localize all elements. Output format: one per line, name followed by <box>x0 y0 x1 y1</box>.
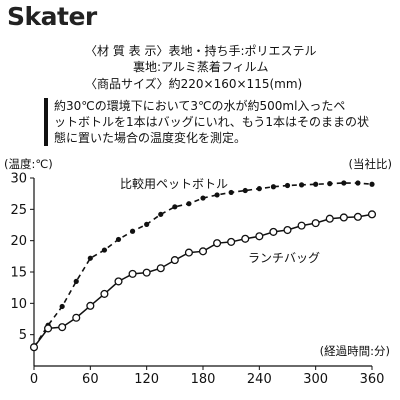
series-pet-bottle-point <box>129 228 136 234</box>
series-lunch-bag-point <box>86 301 95 310</box>
y-tick-label: 20 <box>10 234 27 249</box>
series-lunch-bag-point <box>227 237 236 246</box>
series-lunch-bag-line <box>33 213 373 348</box>
series-lunch-bag-point <box>44 324 53 333</box>
x-tick-label: 300 <box>303 372 328 387</box>
y-tick-label: 25 <box>10 203 27 218</box>
series-pet-bottle-point <box>298 182 305 188</box>
series-lunch-bag-point <box>241 234 250 243</box>
x-tick-label: 180 <box>191 372 216 387</box>
series-pet-bottle-point <box>115 236 122 243</box>
product-size-spec: 〈商品サイズ〉約220×160×115(mm) <box>85 77 303 91</box>
series-lunch-bag-point <box>198 247 208 256</box>
series-pet-bottle-point <box>144 221 150 227</box>
series-lunch-bag-point <box>114 277 123 286</box>
series-lunch-bag-point <box>311 219 320 228</box>
y-tick-label: 5 <box>19 328 27 343</box>
series-lunch-bag-point <box>269 227 278 236</box>
y-tick-label: 10 <box>10 297 27 312</box>
y-tick-label: 30 <box>10 172 27 187</box>
company-comparison-label: (当社比) <box>348 157 392 171</box>
series-lunch-bag-point <box>72 313 81 322</box>
series-pet-bottle-point <box>327 181 333 187</box>
series-lunch-bag-point <box>255 232 264 241</box>
x-tick-label: 240 <box>247 372 272 387</box>
x-tick-label: 60 <box>82 372 99 387</box>
series-pet-bottle-point <box>369 181 375 187</box>
lining-spec: 裏地:アルミ蒸着フィルム <box>133 60 269 74</box>
series-lunch-bag-point <box>325 214 334 223</box>
series-lunch-bag-point <box>353 212 362 221</box>
x-tick-label: 360 <box>360 372 385 387</box>
series-lunch-bag-point <box>142 268 151 277</box>
series-pet-bottle-point <box>228 189 234 196</box>
series-lunch-bag-point <box>170 256 179 265</box>
series-lunch-bag-point <box>58 323 67 332</box>
series-lunch-bag-point <box>367 210 377 219</box>
series-lunch-bag-point <box>100 289 109 298</box>
series-lunch-bag-point <box>29 343 39 352</box>
series-pet-bottle-point <box>87 255 93 261</box>
series-lunch-bag-point <box>283 225 292 235</box>
series-lunch-bag-point <box>184 248 193 257</box>
series-pet-bottle-point <box>186 201 192 207</box>
series-lunch-bag-point <box>156 264 165 273</box>
series-pet-bottle-point <box>284 182 291 189</box>
material-spec: 〈材 質 表 示〉表地・持ち手:ポリエステル <box>85 44 317 58</box>
series-pet-bottle-point <box>172 204 178 210</box>
series-lunch-bag-label: ランチバッグ <box>248 251 320 265</box>
brand-logo: Skater <box>7 2 97 31</box>
series-pet-bottle-point <box>73 278 79 284</box>
series-pet-bottle-point <box>59 303 65 310</box>
x-tick-label: 0 <box>30 372 38 387</box>
x-tick-label: 120 <box>134 372 159 387</box>
series-lunch-bag-point <box>339 213 348 222</box>
series-lunch-bag-point <box>128 269 137 278</box>
test-condition-note: 約30℃の環境下において3℃の水が約500ml入ったペ ットボトルを1本はバッグ… <box>44 98 400 146</box>
note-line-3: 態に置いた場合の温度変化を測定。 <box>54 131 247 145</box>
series-pet-bottle-point <box>355 180 361 186</box>
y-tick-label: 15 <box>10 266 27 281</box>
series-pet-bottle-point <box>313 181 319 187</box>
series-pet-bottle-point <box>214 192 220 198</box>
series-pet-bottle-point <box>270 184 277 190</box>
series-pet-bottle-point <box>158 211 164 217</box>
series-pet-bottle-line <box>33 182 373 348</box>
series-pet-bottle-point <box>256 186 262 192</box>
series-pet-bottle-point <box>200 195 206 201</box>
x-axis-label: (経過時間:分) <box>319 344 390 358</box>
series-pet-bottle-point <box>101 247 108 253</box>
series-lunch-bag-point <box>213 239 222 248</box>
y-axis-label: (温度:℃) <box>4 157 53 171</box>
note-line-2: ットボトルを1本はバッグにいれ、もう1本はそのままの状 <box>54 115 370 129</box>
series-pet-bottle-point <box>242 187 248 194</box>
series-pet-bottle-point <box>341 180 347 186</box>
note-line-1: 約30℃の環境下において3℃の水が約500ml入ったペ <box>54 99 346 113</box>
series-pet-bottle-label: 比較用ペットボトル <box>120 176 228 191</box>
series-lunch-bag-point <box>297 221 306 230</box>
